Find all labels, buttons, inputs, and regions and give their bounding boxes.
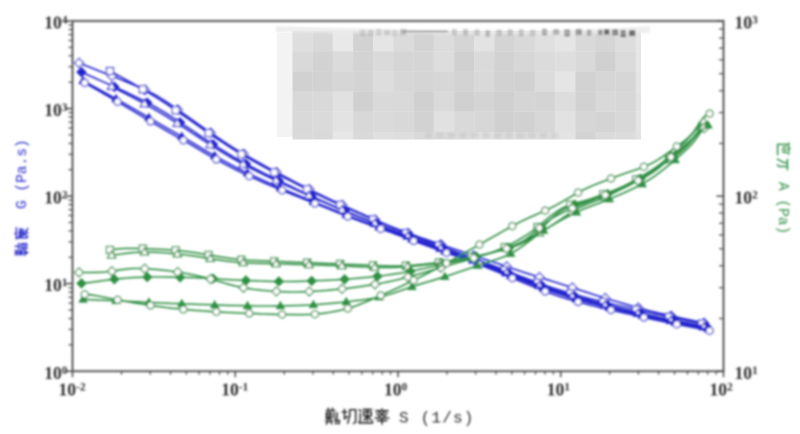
svg-text:G (Pa.s): G (Pa.s) [15,139,31,209]
svg-text:S (1/s): S (1/s) [399,410,475,428]
svg-text:A (Pa): A (Pa) [774,182,790,234]
